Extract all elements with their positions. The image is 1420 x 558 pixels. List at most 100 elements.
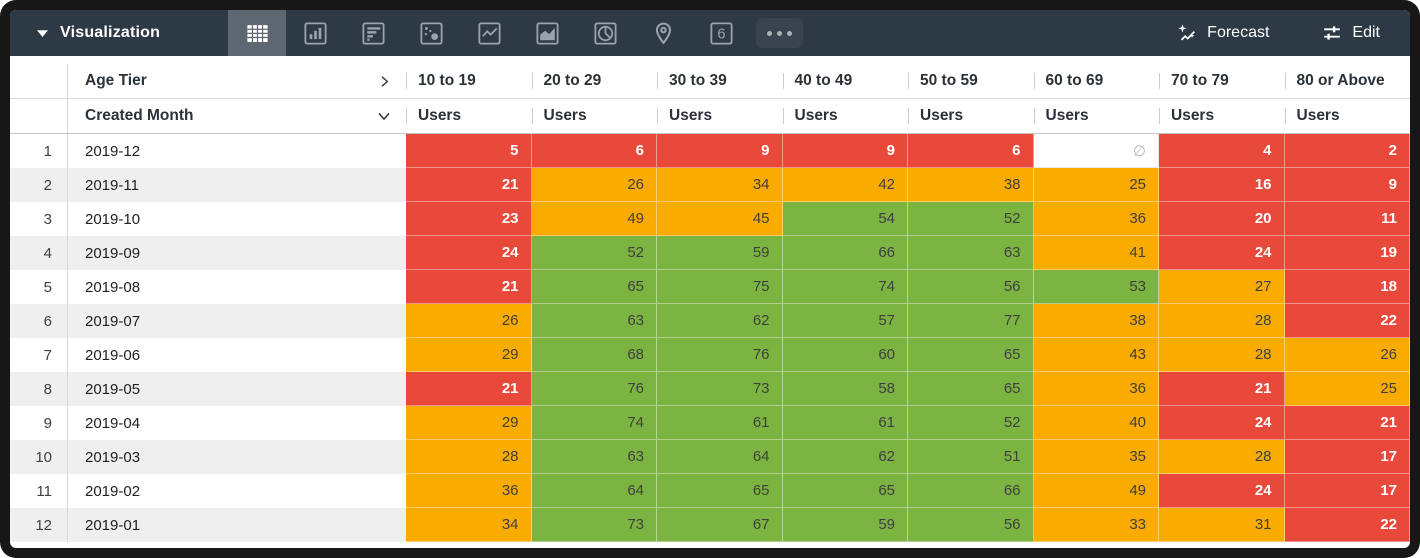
data-cell[interactable]: 38 [1033,304,1159,338]
data-cell[interactable]: 74 [782,270,908,304]
data-cell[interactable]: 21 [406,168,532,202]
data-cell[interactable]: 62 [782,440,908,474]
data-cell[interactable]: 54 [782,202,908,236]
month-cell[interactable]: 2019-03 [68,440,406,474]
data-cell[interactable]: 17 [1284,440,1410,474]
data-cell[interactable]: 65 [531,270,657,304]
data-cell[interactable]: 29 [406,406,532,440]
month-cell[interactable]: 2019-05 [68,372,406,406]
viz-type-table-button[interactable] [228,10,286,56]
data-cell[interactable]: 40 [1033,406,1159,440]
data-cell[interactable]: 64 [531,474,657,508]
data-cell[interactable]: 53 [1033,270,1159,304]
chevron-right-icon[interactable] [377,74,392,89]
month-cell[interactable]: 2019-06 [68,338,406,372]
data-cell[interactable]: 17 [1284,474,1410,508]
data-cell[interactable]: 23 [406,202,532,236]
data-cell[interactable]: 77 [908,304,1034,338]
forecast-button[interactable]: Forecast [1176,22,1269,44]
data-cell[interactable]: 33 [1033,508,1159,542]
data-cell[interactable]: 16 [1159,168,1285,202]
data-cell[interactable]: 19 [1284,236,1410,270]
data-cell[interactable]: ∅ [1033,134,1159,168]
data-cell[interactable]: 22 [1284,304,1410,338]
data-cell[interactable]: 56 [908,508,1034,542]
data-cell[interactable]: 25 [1284,372,1410,406]
data-cell[interactable]: 73 [531,508,657,542]
data-cell[interactable]: 60 [782,338,908,372]
data-cell[interactable]: 9 [657,134,783,168]
data-cell[interactable]: 66 [908,474,1034,508]
data-cell[interactable]: 36 [406,474,532,508]
data-cell[interactable]: 26 [1284,338,1410,372]
data-cell[interactable]: 75 [657,270,783,304]
month-cell[interactable]: 2019-07 [68,304,406,338]
pivot-column-header[interactable]: 60 to 69 [1033,64,1160,98]
data-cell[interactable]: 68 [531,338,657,372]
month-cell[interactable]: 2019-10 [68,202,406,236]
data-cell[interactable]: 9 [782,134,908,168]
pivot-column-header[interactable]: 70 to 79 [1159,64,1285,98]
month-cell[interactable]: 2019-04 [68,406,406,440]
measure-header[interactable]: Users [782,99,909,133]
data-cell[interactable]: 65 [908,338,1034,372]
data-cell[interactable]: 58 [782,372,908,406]
pivot-column-header[interactable]: 50 to 59 [908,64,1034,98]
data-cell[interactable]: 64 [657,440,783,474]
data-cell[interactable]: 52 [908,202,1034,236]
data-cell[interactable]: 63 [908,236,1034,270]
month-cell[interactable]: 2019-12 [68,134,406,168]
data-cell[interactable]: 63 [531,304,657,338]
data-cell[interactable]: 67 [657,508,783,542]
data-cell[interactable]: 52 [908,406,1034,440]
data-cell[interactable]: 20 [1159,202,1285,236]
data-cell[interactable]: 66 [782,236,908,270]
viz-type-horizontal-bar-chart-button[interactable] [344,10,402,56]
data-cell[interactable]: 42 [782,168,908,202]
viz-type-scatter-plot-button[interactable] [402,10,460,56]
data-cell[interactable]: 26 [406,304,532,338]
data-cell[interactable]: 21 [1159,372,1285,406]
data-cell[interactable]: 36 [1033,372,1159,406]
data-cell[interactable]: 6 [531,134,657,168]
viz-type-bar-chart-button[interactable] [286,10,344,56]
data-cell[interactable]: 43 [1033,338,1159,372]
data-cell[interactable]: 73 [657,372,783,406]
data-cell[interactable]: 59 [657,236,783,270]
data-cell[interactable]: 28 [1159,338,1285,372]
data-cell[interactable]: 21 [1284,406,1410,440]
month-cell[interactable]: 2019-08 [68,270,406,304]
viz-type-single-value-button[interactable]: 6 [692,10,750,56]
data-cell[interactable]: 65 [782,474,908,508]
pivot-column-header[interactable]: 20 to 29 [531,64,658,98]
measure-header[interactable]: Users [1159,99,1285,133]
row-field-header[interactable]: Created Month [68,99,406,133]
measure-header[interactable]: Users [1033,99,1160,133]
measure-header[interactable]: Users [657,99,783,133]
data-cell[interactable]: 35 [1033,440,1159,474]
data-cell[interactable]: 45 [657,202,783,236]
data-cell[interactable]: 25 [1033,168,1159,202]
data-cell[interactable]: 61 [657,406,783,440]
pivot-column-header[interactable]: 10 to 19 [406,64,532,98]
viz-type-map-button[interactable] [634,10,692,56]
data-cell[interactable]: 41 [1033,236,1159,270]
measure-header[interactable]: Users [1284,99,1411,133]
edit-button[interactable]: Edit [1321,22,1380,44]
data-cell[interactable]: 31 [1159,508,1285,542]
visualization-section-toggle[interactable]: Visualization [10,10,228,56]
chevron-down-icon[interactable] [376,108,392,124]
data-cell[interactable]: 27 [1159,270,1285,304]
viz-type-pie-chart-button[interactable] [576,10,634,56]
data-cell[interactable]: 76 [531,372,657,406]
data-cell[interactable]: 28 [1159,304,1285,338]
data-cell[interactable]: 28 [406,440,532,474]
month-cell[interactable]: 2019-09 [68,236,406,270]
viz-type-area-chart-button[interactable] [518,10,576,56]
month-cell[interactable]: 2019-11 [68,168,406,202]
pivot-field-header[interactable]: Age Tier [68,64,406,98]
pivot-column-header[interactable]: 30 to 39 [657,64,783,98]
data-cell[interactable]: 36 [1033,202,1159,236]
data-cell[interactable]: 28 [1159,440,1285,474]
data-cell[interactable]: 57 [782,304,908,338]
